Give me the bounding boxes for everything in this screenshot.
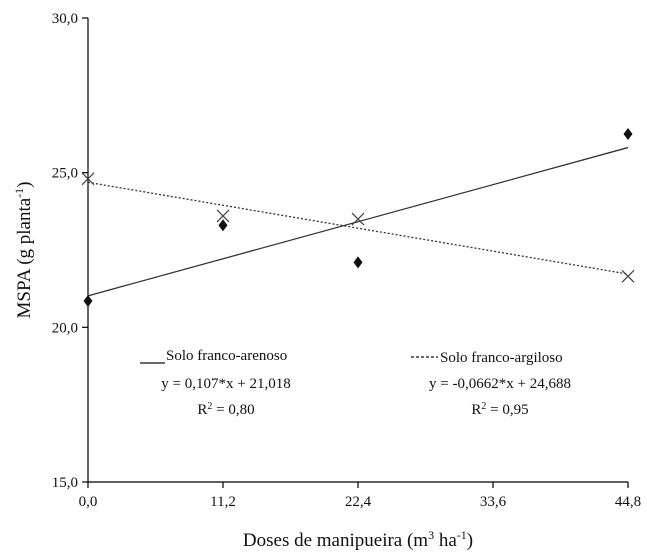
data-points — [81, 128, 635, 308]
y-axis-title: MSPA (g planta-1) — [12, 181, 35, 318]
fit-line-arenoso — [87, 146, 629, 297]
point-arenoso — [623, 128, 633, 140]
ticks: 15,0 20,0 25,0 30,0 0,0 11,2 22,4 33,6 44,8 — [52, 11, 641, 510]
y-tick-label: 20,0 — [52, 320, 78, 336]
y-tick-label: 25,0 — [52, 166, 78, 182]
point-argiloso-stroke — [621, 269, 635, 283]
x-tick-label: 33,6 — [480, 494, 507, 510]
annotation-arenoso: Solo franco-arenoso y = 0,107*x + 21,018… — [140, 348, 291, 418]
point-argiloso — [81, 172, 95, 186]
x-tick-label: 44,8 — [615, 494, 641, 510]
point-argiloso-stroke — [81, 172, 95, 186]
point-arenoso — [83, 295, 93, 308]
x-tick-label: 11,2 — [210, 494, 236, 510]
point-arenoso — [218, 219, 228, 232]
point-argiloso — [621, 269, 635, 283]
y-tick-label: 15,0 — [52, 475, 78, 491]
point-argiloso-stroke — [351, 212, 365, 226]
r2-arenoso: R2 = 0,80 — [197, 401, 254, 419]
annotation-argiloso: Solo franco-argiloso y = -0,0662*x + 24,… — [411, 350, 571, 418]
x-tick-label: 0,0 — [79, 494, 98, 510]
legend-label-arenoso: Solo franco-arenoso — [166, 348, 287, 364]
axes — [87, 18, 628, 483]
y-tick-label: 30,0 — [52, 11, 78, 27]
point-argiloso — [216, 209, 230, 223]
equation-argiloso: y = -0,0662*x + 24,688 — [429, 376, 571, 392]
r2-argiloso: R2 = 0,95 — [471, 401, 528, 419]
x-axis-title: Doses de manipueira (m3 ha-1) — [243, 528, 473, 551]
point-argiloso-stroke — [216, 209, 230, 223]
x-tick-label: 22,4 — [345, 494, 372, 510]
fit-line-argiloso — [87, 181, 629, 275]
fit-lines — [87, 146, 629, 297]
legend-label-argiloso: Solo franco-argiloso — [440, 350, 563, 366]
point-argiloso — [351, 212, 365, 226]
equation-arenoso: y = 0,107*x + 21,018 — [161, 376, 290, 392]
point-arenoso — [353, 256, 363, 269]
